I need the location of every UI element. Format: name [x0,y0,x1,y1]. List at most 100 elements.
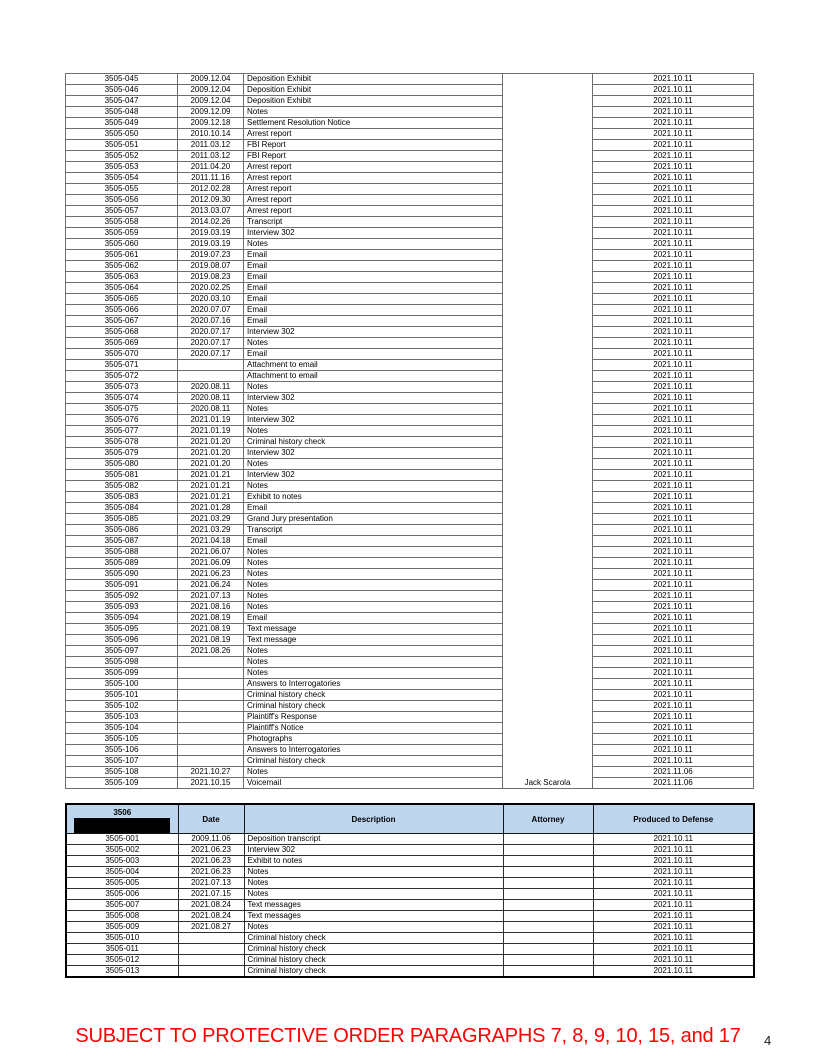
exhibit-id-cell: 3505-077 [65,425,178,437]
description-cell: Plaintiff's Notice [243,722,503,734]
table-row: 3505-056 2012.09.30 Arrest report 2021.1… [65,194,754,206]
table-row: 3505-078 2021.01.20 Criminal history che… [65,436,754,448]
table-row: 3505-093 2021.08.16 Notes 2021.10.11 [65,601,754,613]
description-cell: Deposition Exhibit [243,84,503,96]
attorney-cell [502,403,593,415]
date-cell: 2011.04.20 [177,161,244,173]
exhibit-id-cell: 3505-008 [65,910,179,922]
exhibit-id-cell: 3505-066 [65,304,178,316]
produced-cell: 2021.10.11 [592,414,754,426]
table-row: 3505-068 2020.07.17 Interview 302 2021.1… [65,326,754,338]
attorney-cell [502,546,593,558]
exhibit-table-body: 3505-045 2009.12.04 Deposition Exhibit 2… [65,73,754,789]
table-row: 3505-079 2021.01.20 Interview 302 2021.1… [65,447,754,459]
attorney-cell [502,337,593,349]
table-row: 3505-082 2021.01.21 Notes 2021.10.11 [65,480,754,492]
produced-cell: 2021.10.11 [592,249,754,261]
exhibit-id-cell: 3505-053 [65,161,178,173]
description-cell: Arrest report [243,205,503,217]
attorney-cell [502,899,594,911]
description-cell: Criminal history check [243,954,504,966]
exhibit-id-cell: 3505-002 [65,844,179,856]
produced-cell: 2021.10.11 [592,381,754,393]
attorney-cell [502,414,593,426]
table-row: 3505-064 2020.02.25 Email 2021.10.11 [65,282,754,294]
description-cell: Notes [243,877,504,889]
exhibit-id-cell: 3505-007 [65,899,179,911]
exhibit-id-cell: 3505-012 [65,954,179,966]
exhibit-id-cell: 3505-070 [65,348,178,360]
table-row: 3505-096 2021.08.19 Text message 2021.10… [65,634,754,646]
exhibit-id-cell: 3505-006 [65,888,179,900]
attorney-cell [502,304,593,316]
exhibit-id-cell: 3505-013 [65,965,179,978]
produced-cell: 2021.10.11 [592,469,754,481]
description-cell: Notes [243,590,503,602]
produced-cell: 2021.10.11 [592,877,755,889]
produced-cell: 2021.10.11 [592,866,755,878]
attorney-cell [502,73,593,85]
table-row: 3505-099 Notes 2021.10.11 [65,667,754,679]
date-cell [177,722,244,734]
date-cell: 2021.06.23 [177,866,245,878]
table-row: 3505-058 2014.02.26 Transcript 2021.10.1… [65,216,754,228]
exhibit-id-cell: 3505-073 [65,381,178,393]
attorney-cell [502,667,593,679]
exhibit-id-cell: 3505-074 [65,392,178,404]
description-cell: Criminal history check [243,436,503,448]
table-row: 3505-108 2021.10.27 Notes 2021.11.06 [65,766,754,778]
attorney-cell [502,943,594,955]
table-row: 3505-053 2011.04.20 Arrest report 2021.1… [65,161,754,173]
date-cell: 2021.07.13 [177,590,244,602]
exhibit-id-cell: 3505-103 [65,711,178,723]
produced-cell: 2021.10.11 [592,623,754,635]
attorney-cell [502,888,594,900]
description-cell: Email [243,293,503,305]
table-row: 3505-072 Attachment to email 2021.10.11 [65,370,754,382]
produced-cell: 2021.10.11 [592,403,754,415]
table-row: 3505-052 2011.03.12 FBI Report 2021.10.1… [65,150,754,162]
table-row: 3505-101 Criminal history check 2021.10.… [65,689,754,701]
exhibit-id-cell: 3505-082 [65,480,178,492]
date-cell: 2013.03.07 [177,205,244,217]
exhibit-id-cell: 3505-081 [65,469,178,481]
description-cell: Attachment to email [243,370,503,382]
produced-cell: 2021.10.11 [592,910,755,922]
description-cell: Email [243,315,503,327]
table-row: 3505-106 Answers to Interrogatories 2021… [65,744,754,756]
table-row: 3505-001 2009.11.06 Deposition transcrip… [65,833,755,845]
date-cell: 2020.07.17 [177,337,244,349]
date-cell: 2021.08.26 [177,645,244,657]
table-row: 3505-077 2021.01.19 Notes 2021.10.11 [65,425,754,437]
section-number: 3506 [113,808,132,817]
exhibit-id-cell: 3505-058 [65,216,178,228]
table-row: 3505-012 Criminal history check 2021.10.… [65,954,755,966]
attorney-cell [502,172,593,184]
exhibit-id-cell: 3505-106 [65,744,178,756]
attorney-cell [502,844,594,856]
description-cell: Text messages [243,910,504,922]
attorney-cell [502,645,593,657]
date-cell: 2021.06.07 [177,546,244,558]
description-cell: Notes [243,568,503,580]
table-row: 3505-008 2021.08.24 Text messages 2021.1… [65,910,755,922]
date-cell: 2020.02.25 [177,282,244,294]
table-row: 3505-047 2009.12.04 Deposition Exhibit 2… [65,95,754,107]
description-cell: Notes [243,425,503,437]
produced-cell: 2021.10.11 [592,183,754,195]
attorney-cell [502,722,593,734]
attorney-cell [502,238,593,250]
table-row: 3505-055 2012.02.28 Arrest report 2021.1… [65,183,754,195]
attorney-cell [502,877,594,889]
table-row: 3505-087 2021.04.18 Email 2021.10.11 [65,535,754,547]
table-row: 3505-085 2021.03.29 Grand Jury presentat… [65,513,754,525]
page-number: 4 [764,1033,772,1048]
exhibit-id-cell: 3505-107 [65,755,178,767]
exhibit-id-cell: 3505-094 [65,612,178,624]
attorney-cell [502,348,593,360]
description-cell: Email [243,304,503,316]
exhibit-id-cell: 3505-075 [65,403,178,415]
produced-cell: 2021.10.11 [592,601,754,613]
attorney-cell [502,205,593,217]
produced-cell: 2021.10.11 [592,172,754,184]
